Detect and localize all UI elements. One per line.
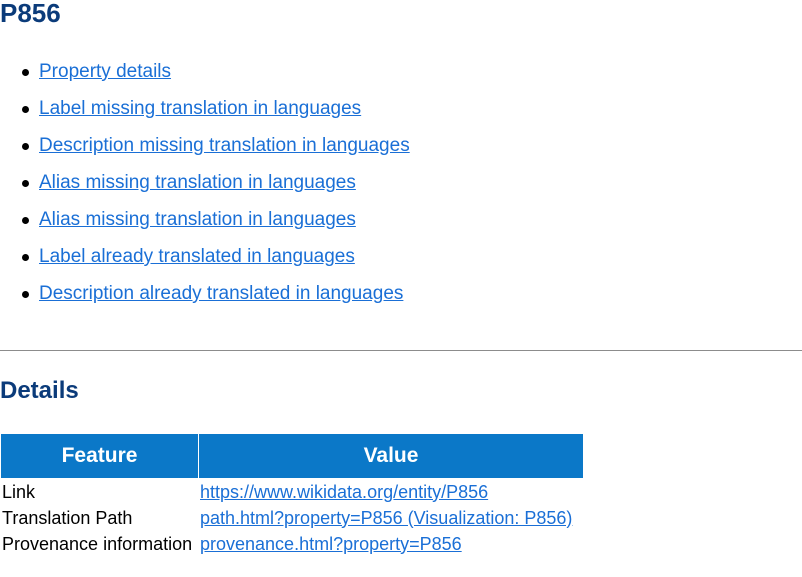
link-description-missing-translation[interactable]: Description missing translation in langu… [39,135,410,156]
page-title: P856 [0,0,61,28]
value-cell: https://www.wikidata.org/entity/P856 [199,479,583,504]
details-table: Feature Value Link https://www.wikidata.… [0,433,584,557]
details-heading: Details [0,377,79,404]
provenance-link[interactable]: provenance.html?property=P856 [200,533,462,554]
link-property-details[interactable]: Property details [39,61,172,82]
wikidata-entity-link[interactable]: https://www.wikidata.org/entity/P856 [200,481,489,502]
link-description-already-translated[interactable]: Description already translated in langua… [39,283,404,304]
table-header-row: Feature Value [1,434,583,478]
list-item: Label already translated in languages [22,243,410,280]
section-link-list: Property details Label missing translati… [0,58,410,317]
table-row: Translation Path path.html?property=P856… [1,505,583,530]
link-label-missing-translation[interactable]: Label missing translation in languages [39,98,362,119]
column-header-feature: Feature [1,434,198,478]
feature-cell: Provenance information [2,533,193,554]
list-item: Property details [22,58,410,95]
bullet-icon [22,254,29,261]
translation-path-link[interactable]: path.html?property=P856 (Visualization: … [200,507,573,528]
bullet-icon [22,106,29,113]
table-row: Link https://www.wikidata.org/entity/P85… [1,479,583,504]
link-label-already-translated[interactable]: Label already translated in languages [39,246,355,267]
list-item: Description already translated in langua… [22,280,410,317]
list-item: Description missing translation in langu… [22,132,410,169]
bullet-icon [22,143,29,150]
value-cell: provenance.html?property=P856 [199,531,583,556]
table-row: Provenance information provenance.html?p… [1,531,583,556]
list-item: Label missing translation in languages [22,95,410,132]
bullet-icon [22,69,29,76]
feature-cell: Translation Path [2,507,133,528]
column-header-value: Value [199,434,583,478]
link-alias-missing-translation-2[interactable]: Alias missing translation in languages [39,209,356,230]
bullet-icon [22,217,29,224]
value-cell: path.html?property=P856 (Visualization: … [199,505,583,530]
bullet-icon [22,180,29,187]
list-item: Alias missing translation in languages [22,206,410,243]
bullet-icon [22,291,29,298]
section-divider [0,350,802,351]
feature-cell: Link [2,481,36,502]
link-alias-missing-translation-1[interactable]: Alias missing translation in languages [39,172,356,193]
list-item: Alias missing translation in languages [22,169,410,206]
